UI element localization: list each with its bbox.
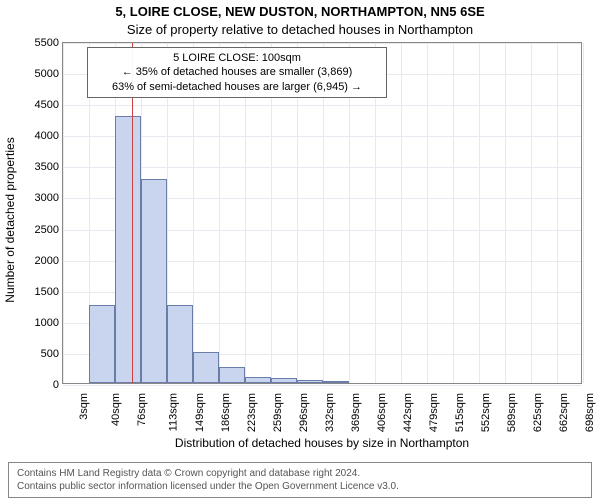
grid-line-vertical <box>583 43 584 383</box>
grid-line-vertical <box>557 43 558 383</box>
y-tick-label: 2500 <box>35 224 59 236</box>
x-tick-label: 406sqm <box>376 393 388 432</box>
x-tick-label: 149sqm <box>194 393 206 432</box>
y-tick-label: 1000 <box>35 317 59 329</box>
x-tick-label: 369sqm <box>350 393 362 432</box>
grid-line-vertical <box>531 43 532 383</box>
grid-line-vertical <box>63 43 64 383</box>
y-axis-label: Number of detached properties <box>3 49 17 391</box>
x-tick-label: 698sqm <box>584 393 596 432</box>
x-tick-label: 3sqm <box>78 393 90 420</box>
grid-line-vertical <box>427 43 428 383</box>
y-tick-label: 3000 <box>35 192 59 204</box>
x-tick-label: 40sqm <box>110 393 122 426</box>
footer-line-2: Contains public sector information licen… <box>17 480 583 493</box>
x-tick-label: 76sqm <box>136 393 148 426</box>
x-tick-label: 113sqm <box>167 393 179 431</box>
x-tick-label: 552sqm <box>480 393 492 432</box>
histogram-bar <box>141 179 167 383</box>
x-tick-label: 625sqm <box>532 393 544 432</box>
grid-line-vertical <box>401 43 402 383</box>
annotation-line-3: 63% of semi-detached houses are larger (… <box>94 80 380 94</box>
x-tick-label: 332sqm <box>324 393 336 432</box>
y-tick-label: 5000 <box>35 68 59 80</box>
x-tick-label: 515sqm <box>454 393 466 432</box>
histogram-bar <box>297 380 323 383</box>
x-tick-label: 296sqm <box>298 393 310 432</box>
footer-attribution: Contains HM Land Registry data © Crown c… <box>8 462 592 498</box>
plot-area: 0500100015002000250030003500400045005000… <box>62 42 582 384</box>
grid-line-vertical <box>453 43 454 383</box>
footer-line-1: Contains HM Land Registry data © Crown c… <box>17 467 583 480</box>
chart-title-address: 5, LOIRE CLOSE, NEW DUSTON, NORTHAMPTON,… <box>0 4 600 19</box>
x-tick-label: 186sqm <box>220 393 232 432</box>
y-tick-label: 1500 <box>35 286 59 298</box>
y-tick-label: 5500 <box>35 37 59 49</box>
x-tick-label: 479sqm <box>428 393 440 432</box>
y-tick-label: 4000 <box>35 130 59 142</box>
x-axis-label: Distribution of detached houses by size … <box>62 436 582 450</box>
histogram-bar <box>193 352 219 383</box>
histogram-bar <box>89 305 115 383</box>
grid-line-vertical <box>505 43 506 383</box>
y-tick-label: 500 <box>41 348 59 360</box>
x-tick-label: 442sqm <box>402 393 414 432</box>
x-tick-label: 662sqm <box>558 393 570 432</box>
histogram-bar <box>167 305 193 383</box>
annotation-line-1: 5 LOIRE CLOSE: 100sqm <box>94 51 380 65</box>
histogram-bar <box>323 381 349 383</box>
chart-subtitle: Size of property relative to detached ho… <box>0 22 600 37</box>
x-tick-label: 589sqm <box>506 393 518 432</box>
grid-line-horizontal <box>63 385 581 386</box>
y-tick-label: 3500 <box>35 161 59 173</box>
histogram-bar <box>219 367 245 383</box>
x-tick-label: 223sqm <box>246 393 258 432</box>
histogram-bar <box>115 116 141 383</box>
y-tick-label: 2000 <box>35 255 59 267</box>
grid-line-vertical <box>479 43 480 383</box>
y-tick-label: 4500 <box>35 99 59 111</box>
x-tick-label: 259sqm <box>272 393 284 432</box>
annotation-line-2: ← 35% of detached houses are smaller (3,… <box>94 65 380 79</box>
y-tick-label: 0 <box>53 379 59 391</box>
histogram-bar <box>271 378 297 383</box>
histogram-bar <box>245 377 271 383</box>
annotation-box: 5 LOIRE CLOSE: 100sqm ← 35% of detached … <box>87 47 387 98</box>
chart-container: 5, LOIRE CLOSE, NEW DUSTON, NORTHAMPTON,… <box>0 0 600 500</box>
